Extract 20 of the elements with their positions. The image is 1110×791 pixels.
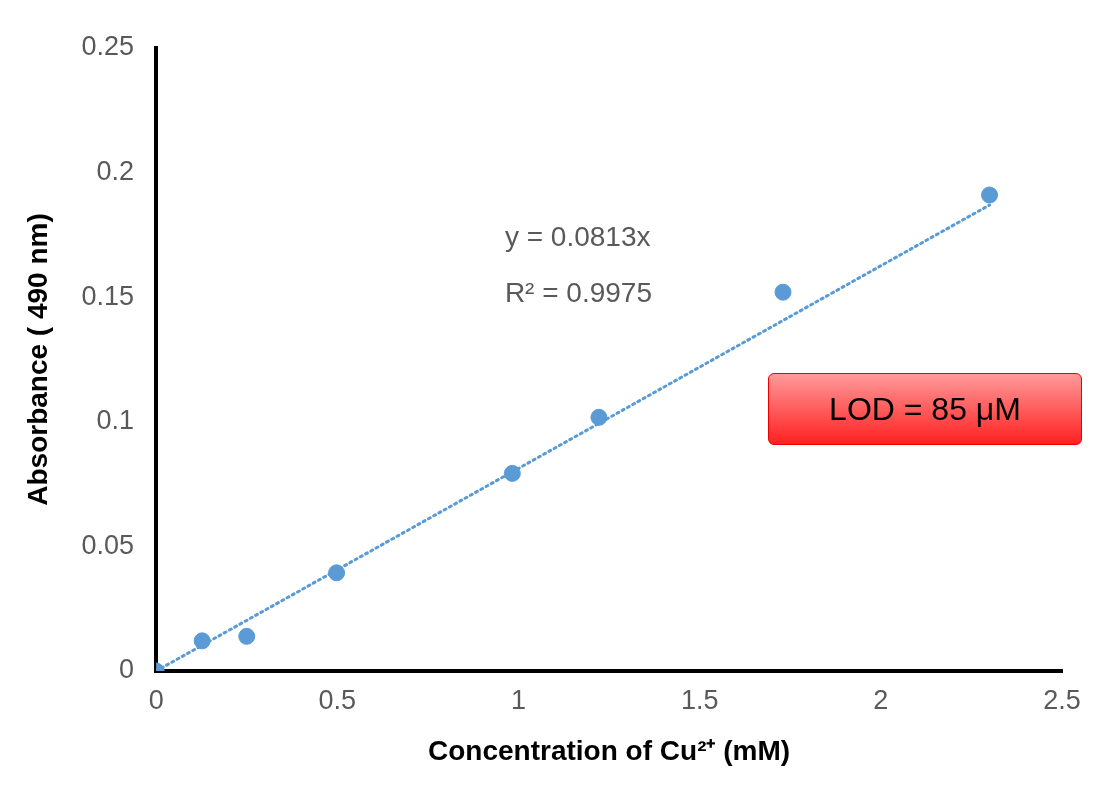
y-tick-label: 0.1 [96, 405, 135, 436]
y-tick-label: 0.15 [81, 280, 135, 311]
x-tick-label: 0 [148, 684, 164, 715]
x-tick-label: 2 [873, 684, 889, 715]
y-tick-label: 0.05 [81, 529, 135, 560]
x-tick-label: 0.5 [318, 684, 357, 715]
x-tick-label: 2.5 [1043, 684, 1081, 715]
label-box: LOD = 85 μM [768, 373, 1082, 445]
x-tick-label: 1 [510, 684, 527, 715]
annotation: y = 0.0813x [504, 220, 651, 252]
point [238, 627, 256, 645]
y-tick-label: 0.2 [96, 156, 135, 187]
annotation: R² = 0.9975 [504, 276, 653, 308]
x-tick-label: 1.5 [680, 684, 719, 715]
point [981, 186, 999, 204]
x-axis-title: Concentration of Cu²⁺ (mM) [428, 734, 791, 766]
point [774, 283, 792, 301]
y-tick-label: 0.25 [81, 31, 135, 62]
y-axis-title: Absorbance ( 490 nm) [21, 213, 53, 506]
y-tick-label: 0 [119, 654, 135, 685]
